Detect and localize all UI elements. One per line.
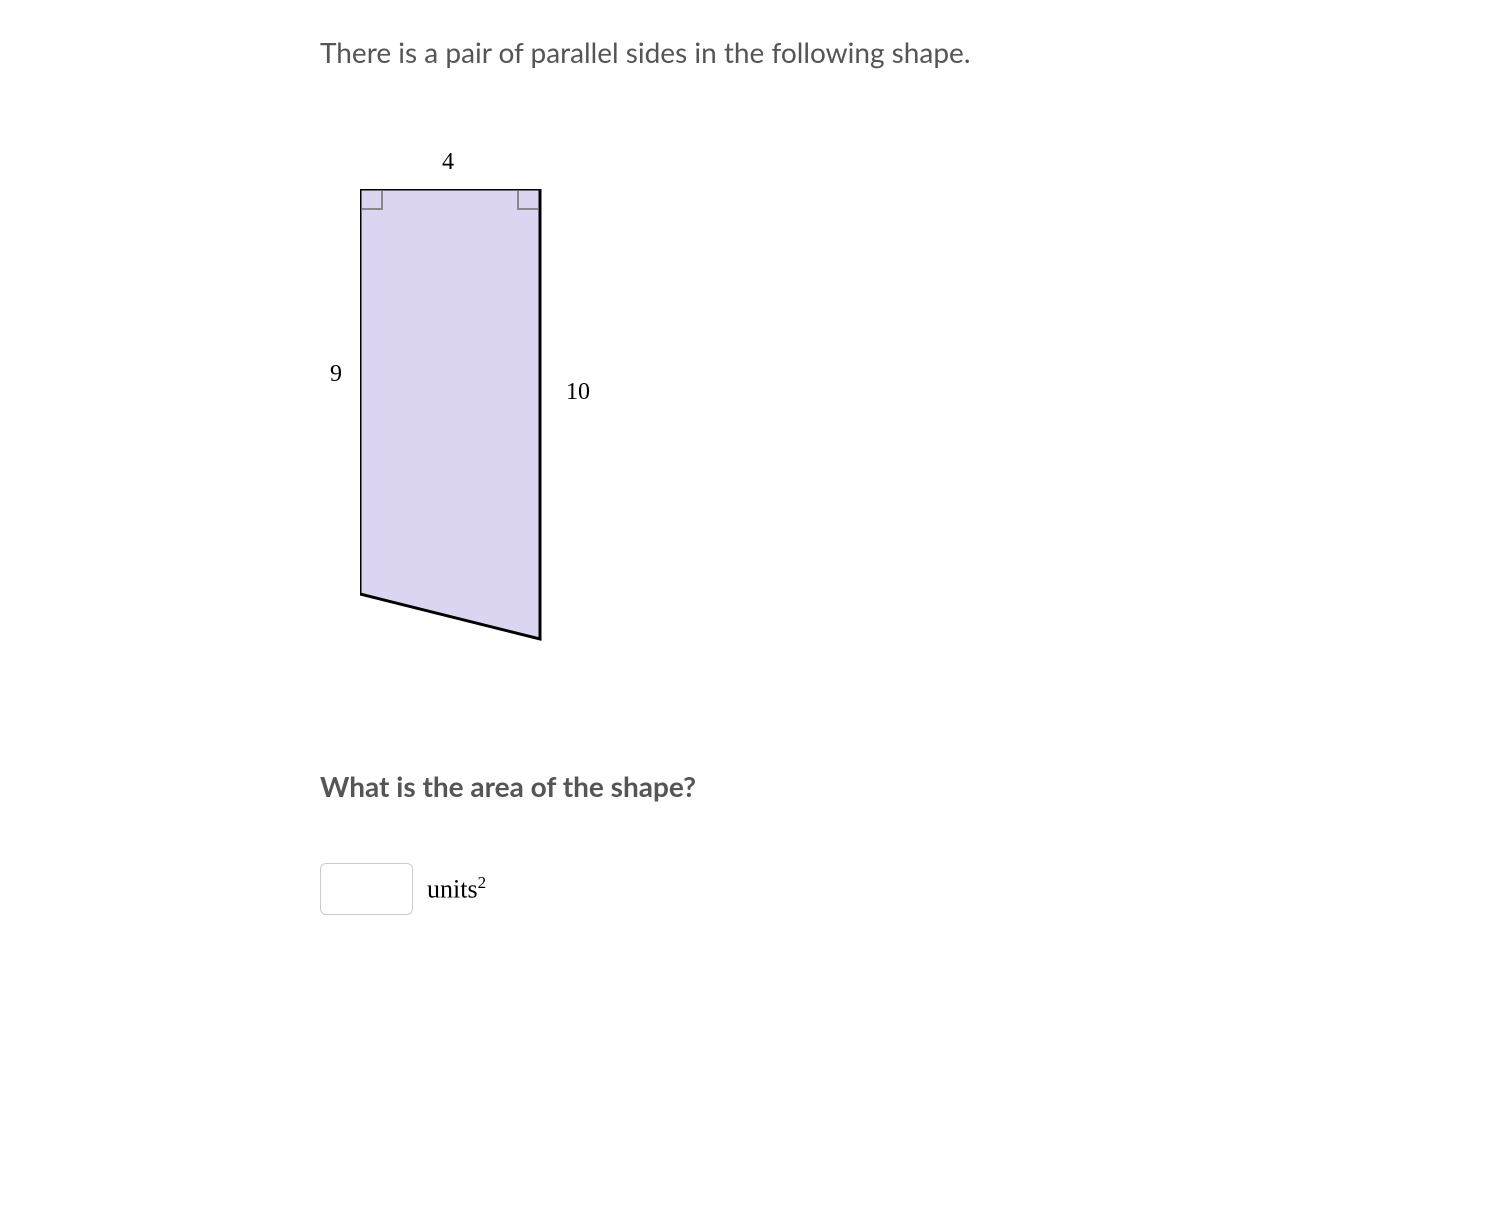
problem-container: There is a pair of parallel sides in the… (0, 0, 1491, 915)
question-text: What is the area of the shape? (320, 769, 1491, 803)
answer-row: units2 (320, 863, 1491, 915)
trapezoid-shape (360, 189, 540, 639)
shape-diagram: 4 9 10 (320, 139, 920, 689)
units-label: units2 (427, 873, 486, 905)
problem-statement: There is a pair of parallel sides in the… (320, 35, 1491, 69)
units-text: units (427, 875, 478, 904)
dimension-label-left: 9 (330, 361, 342, 388)
dimension-label-top: 4 (442, 149, 454, 176)
units-exponent: 2 (478, 873, 487, 892)
dimension-label-right: 10 (566, 379, 590, 406)
answer-input[interactable] (320, 863, 413, 915)
trapezoid-svg (360, 189, 610, 689)
